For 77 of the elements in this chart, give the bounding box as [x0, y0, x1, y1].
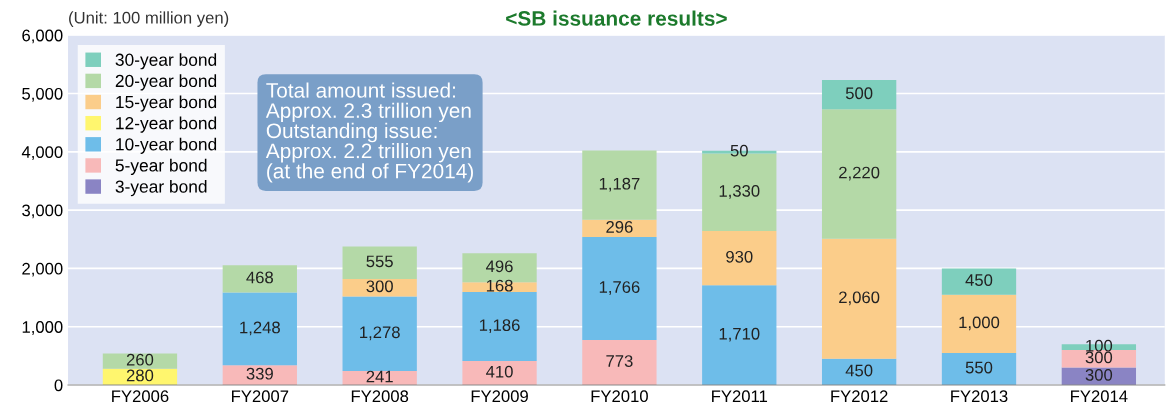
- bar: [941, 268, 1017, 295]
- bar: [582, 150, 657, 220]
- x-tick-label: FY2011: [712, 390, 768, 403]
- legend-label: 12-year bond: [116, 116, 217, 133]
- bar: [1061, 350, 1137, 368]
- data-label: 1,710: [719, 327, 760, 342]
- data-label: 930: [726, 250, 753, 263]
- x-tick-label: FY2012: [831, 390, 888, 403]
- bar: [342, 296, 417, 371]
- data-label: 280: [126, 369, 154, 382]
- bar: [222, 265, 297, 293]
- data-label: 241: [366, 370, 393, 383]
- data-label: 1,766: [599, 281, 640, 295]
- data-label: 468: [246, 271, 273, 284]
- data-label: 1,186: [479, 319, 520, 333]
- data-label: 100: [1086, 339, 1113, 352]
- bar: [941, 352, 1017, 386]
- bar: [702, 285, 777, 386]
- y-tick-label: 5,000: [22, 87, 63, 102]
- data-label: 2,220: [839, 166, 880, 181]
- x-tick-label: FY2009: [471, 390, 528, 403]
- data-label: 1,330: [719, 184, 760, 199]
- legend-label: 30-year bond: [115, 53, 217, 70]
- annotation: Total amount issued: Approx. 2.3 trillion yen Outstanding issue: Approx. 2.2 trillion yen (at the end of FY2014): [265, 82, 473, 183]
- bar: [462, 291, 537, 362]
- x-tick-label: FY2014: [1071, 390, 1128, 403]
- data-label: 496: [486, 260, 513, 273]
- data-label: 450: [965, 274, 993, 286]
- bar: [582, 236, 657, 340]
- y-tick-label: 2,000: [22, 262, 63, 277]
- x-tick-label: FY2007: [232, 390, 289, 403]
- bar: [821, 80, 897, 110]
- data-label: 1,187: [599, 177, 640, 192]
- bar: [222, 292, 297, 366]
- x-tick-label: FY2010: [591, 390, 648, 403]
- data-label: 1,248: [240, 321, 280, 336]
- y-tick-label: 3,000: [22, 204, 63, 219]
- bar: [821, 238, 897, 359]
- data-label: 296: [606, 221, 633, 233]
- data-label: 339: [246, 367, 273, 380]
- y-tick-label: 1,000: [22, 321, 63, 335]
- x-tick-label: FY2006: [112, 390, 169, 403]
- data-label: 550: [965, 361, 993, 374]
- data-label: 1,278: [360, 326, 400, 341]
- data-label: 773: [606, 355, 633, 367]
- data-label: 50: [730, 144, 748, 157]
- bar: [342, 246, 417, 279]
- chart-title: <SB issuance results>: [506, 10, 727, 26]
- data-label: 500: [845, 87, 873, 100]
- bar: [462, 361, 537, 386]
- data-label: 410: [486, 365, 513, 378]
- bar: [702, 231, 777, 286]
- bar: [582, 339, 657, 386]
- data-label: 168: [486, 279, 513, 292]
- x-tick-label: FY2008: [351, 390, 409, 403]
- data-label: 300: [1085, 351, 1113, 364]
- bar: [821, 109, 897, 239]
- legend-label: 20-year bond: [115, 74, 217, 91]
- data-label: 300: [1085, 368, 1113, 381]
- bar: [941, 294, 1017, 353]
- legend-label: 5-year bond: [115, 158, 207, 176]
- y-tick-label: 6,000: [22, 29, 63, 44]
- bar: [821, 358, 897, 386]
- x-tick-label: FY2013: [951, 390, 1008, 403]
- data-label: 555: [366, 255, 393, 268]
- y-tick-label: 4,000: [21, 146, 63, 160]
- data-label: 300: [366, 280, 393, 293]
- data-label: 260: [126, 353, 154, 366]
- data-label: 1,000: [959, 316, 1000, 331]
- legend-label: 15-year bond: [116, 95, 217, 112]
- legend-label: 10-year bond: [116, 137, 217, 154]
- data-label: 2,060: [839, 291, 880, 306]
- legend-label: 3-year bond: [115, 179, 207, 197]
- y-tick-label: 0: [54, 379, 63, 392]
- data-label: 450: [845, 364, 873, 377]
- text: (Unit: 100 million yen): [69, 11, 229, 27]
- bar: [582, 219, 657, 237]
